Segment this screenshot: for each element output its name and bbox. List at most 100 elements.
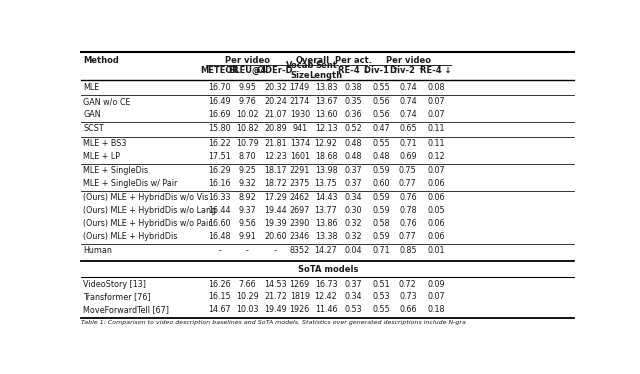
Text: 0.76: 0.76: [399, 193, 417, 202]
Text: 14.27: 14.27: [315, 246, 337, 255]
Text: 13.86: 13.86: [315, 219, 337, 228]
Text: 16.22: 16.22: [209, 139, 231, 148]
Text: 0.06: 0.06: [428, 193, 445, 202]
Text: 16.73: 16.73: [315, 279, 337, 289]
Text: 0.11: 0.11: [428, 139, 445, 148]
Text: CIDEr-D: CIDEr-D: [257, 66, 294, 75]
Text: 9.91: 9.91: [238, 232, 256, 240]
Text: MLE + LP: MLE + LP: [83, 151, 120, 160]
Text: 12.92: 12.92: [315, 139, 337, 148]
Text: Transformer [76]: Transformer [76]: [83, 292, 151, 301]
Text: 0.12: 0.12: [428, 151, 445, 160]
Text: 0.07: 0.07: [428, 110, 445, 119]
Text: 2390: 2390: [290, 219, 310, 228]
Text: 8352: 8352: [290, 246, 310, 255]
Text: 13.38: 13.38: [315, 232, 337, 240]
Text: MLE: MLE: [83, 83, 100, 92]
Text: 21.07: 21.07: [264, 110, 287, 119]
Text: 0.32: 0.32: [344, 219, 362, 228]
Text: 16.44: 16.44: [209, 206, 231, 215]
Text: 2174: 2174: [290, 97, 310, 106]
Text: 0.77: 0.77: [399, 179, 417, 188]
Text: 0.73: 0.73: [399, 292, 417, 301]
Text: 16.29: 16.29: [209, 166, 231, 175]
Text: 1374: 1374: [290, 139, 310, 148]
Text: 17.51: 17.51: [209, 151, 231, 160]
Text: 0.34: 0.34: [344, 193, 362, 202]
Text: Div-1 ↑: Div-1 ↑: [364, 66, 399, 75]
Text: 0.38: 0.38: [344, 83, 362, 92]
Text: 13.77: 13.77: [315, 206, 337, 215]
Text: 2346: 2346: [290, 232, 310, 240]
Text: 0.48: 0.48: [372, 151, 390, 160]
Text: 1749: 1749: [290, 83, 310, 92]
Text: 0.06: 0.06: [428, 232, 445, 240]
Text: 9.25: 9.25: [238, 166, 256, 175]
Text: Per video: Per video: [386, 56, 431, 65]
Text: 10.29: 10.29: [236, 292, 259, 301]
Text: 0.11: 0.11: [428, 125, 445, 134]
Text: 16.15: 16.15: [209, 292, 231, 301]
Text: 0.74: 0.74: [399, 110, 417, 119]
Text: 0.71: 0.71: [372, 246, 390, 255]
Text: 2462: 2462: [290, 193, 310, 202]
Text: MoveForwardTell [67]: MoveForwardTell [67]: [83, 305, 170, 314]
Text: RE-4 ↓: RE-4 ↓: [337, 66, 369, 75]
Text: 16.60: 16.60: [209, 219, 231, 228]
Text: 0.55: 0.55: [372, 139, 390, 148]
Text: 0.72: 0.72: [399, 279, 417, 289]
Text: 0.74: 0.74: [399, 83, 417, 92]
Text: 1930: 1930: [290, 110, 310, 119]
Text: MLE + SingleDis: MLE + SingleDis: [83, 166, 148, 175]
Text: -: -: [274, 246, 277, 255]
Text: 0.75: 0.75: [399, 166, 417, 175]
Text: METEOR: METEOR: [200, 66, 239, 75]
Text: 13.60: 13.60: [315, 110, 337, 119]
Text: 13.67: 13.67: [315, 97, 337, 106]
Text: 0.09: 0.09: [428, 279, 445, 289]
Text: 12.42: 12.42: [315, 292, 337, 301]
Text: 10.79: 10.79: [236, 139, 259, 148]
Text: 0.51: 0.51: [372, 279, 390, 289]
Text: -: -: [246, 246, 248, 255]
Text: 20.89: 20.89: [264, 125, 287, 134]
Text: 0.34: 0.34: [344, 292, 362, 301]
Text: 0.55: 0.55: [372, 305, 390, 314]
Text: 12.23: 12.23: [264, 151, 287, 160]
Text: 17.29: 17.29: [264, 193, 287, 202]
Text: SoTA models: SoTA models: [298, 265, 358, 274]
Text: 19.39: 19.39: [264, 219, 287, 228]
Text: (Ours) MLE + HybridDis: (Ours) MLE + HybridDis: [83, 232, 178, 240]
Text: 10.02: 10.02: [236, 110, 259, 119]
Text: 14.67: 14.67: [209, 305, 231, 314]
Text: 0.74: 0.74: [399, 97, 417, 106]
Text: 10.03: 10.03: [236, 305, 259, 314]
Text: 16.69: 16.69: [209, 110, 231, 119]
Text: 0.47: 0.47: [372, 125, 390, 134]
Text: MLE + BS3: MLE + BS3: [83, 139, 127, 148]
Text: 0.53: 0.53: [372, 292, 390, 301]
Text: 20.32: 20.32: [264, 83, 287, 92]
Text: GAN: GAN: [83, 110, 101, 119]
Text: 0.32: 0.32: [344, 232, 362, 240]
Text: 0.59: 0.59: [372, 232, 390, 240]
Text: SCST: SCST: [83, 125, 104, 134]
Text: 14.53: 14.53: [264, 279, 287, 289]
Text: 12.13: 12.13: [315, 125, 337, 134]
Text: 8.92: 8.92: [238, 193, 256, 202]
Text: 1269: 1269: [290, 279, 310, 289]
Text: 0.65: 0.65: [399, 125, 417, 134]
Text: Overall: Overall: [296, 56, 330, 65]
Text: 0.66: 0.66: [399, 305, 417, 314]
Text: 9.56: 9.56: [238, 219, 256, 228]
Text: Per act.: Per act.: [335, 56, 372, 65]
Text: 0.55: 0.55: [372, 83, 390, 92]
Text: 15.80: 15.80: [209, 125, 231, 134]
Text: 0.08: 0.08: [428, 83, 445, 92]
Text: 19.44: 19.44: [264, 206, 287, 215]
Text: (Ours) MLE + HybridDis w/o Pair: (Ours) MLE + HybridDis w/o Pair: [83, 219, 212, 228]
Text: 0.60: 0.60: [372, 179, 390, 188]
Text: Method: Method: [83, 56, 119, 65]
Text: MLE + SingleDis w/ Pair: MLE + SingleDis w/ Pair: [83, 179, 178, 188]
Text: 0.07: 0.07: [428, 166, 445, 175]
